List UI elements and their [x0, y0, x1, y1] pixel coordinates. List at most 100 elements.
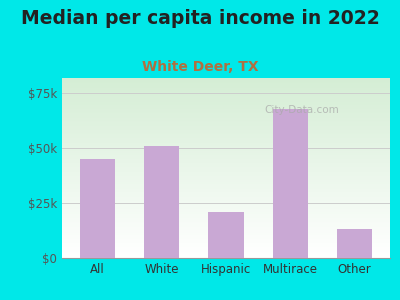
Bar: [62, 224, 390, 225]
Bar: [62, 225, 390, 226]
Bar: [62, 243, 390, 244]
Bar: [62, 168, 390, 169]
Bar: [62, 216, 390, 217]
Bar: [62, 221, 390, 222]
Bar: [62, 81, 390, 82]
Bar: [62, 237, 390, 238]
Bar: [62, 235, 390, 236]
Bar: [62, 181, 390, 182]
Bar: [62, 186, 390, 187]
Bar: [62, 135, 390, 136]
Bar: [62, 84, 390, 85]
Bar: [62, 175, 390, 176]
Bar: [62, 108, 390, 109]
Bar: [62, 164, 390, 165]
Bar: [62, 250, 390, 251]
Bar: [62, 174, 390, 175]
Bar: [62, 244, 390, 245]
Bar: [62, 222, 390, 223]
Bar: [62, 182, 390, 183]
Bar: [62, 146, 390, 147]
Bar: [62, 129, 390, 130]
Text: City-Data.com: City-Data.com: [264, 105, 339, 116]
Bar: [62, 169, 390, 170]
Bar: [62, 118, 390, 119]
Bar: [62, 170, 390, 171]
Bar: [62, 141, 390, 142]
Bar: [62, 90, 390, 91]
Bar: [62, 79, 390, 80]
Bar: [62, 80, 390, 81]
Bar: [62, 163, 390, 164]
Bar: [62, 100, 390, 101]
Bar: [62, 210, 390, 211]
Bar: [62, 125, 390, 126]
Bar: [62, 145, 390, 146]
Bar: [62, 242, 390, 243]
Bar: [62, 165, 390, 166]
Bar: [62, 236, 390, 237]
Bar: [62, 247, 390, 248]
Bar: [62, 97, 390, 98]
Bar: [62, 255, 390, 256]
Bar: [62, 214, 390, 215]
Bar: [62, 118, 390, 119]
Bar: [62, 117, 390, 118]
Bar: [62, 82, 390, 83]
Bar: [62, 219, 390, 220]
Bar: [62, 154, 390, 155]
Bar: [62, 179, 390, 180]
Bar: [62, 82, 390, 83]
Bar: [62, 254, 390, 255]
Bar: [62, 215, 390, 216]
Bar: [62, 198, 390, 199]
Bar: [62, 83, 390, 84]
Bar: [62, 150, 390, 151]
Bar: [62, 110, 390, 111]
Bar: [62, 162, 390, 163]
Bar: [62, 191, 390, 192]
Bar: [62, 86, 390, 87]
Bar: [62, 197, 390, 198]
Bar: [62, 131, 390, 132]
Bar: [62, 143, 390, 144]
Bar: [62, 234, 390, 235]
Bar: [337, 230, 372, 258]
Bar: [62, 223, 390, 224]
Bar: [62, 93, 390, 94]
Bar: [62, 233, 390, 234]
Bar: [62, 119, 390, 120]
Bar: [62, 157, 390, 158]
Bar: [62, 130, 390, 131]
Bar: [62, 217, 390, 218]
Text: Median per capita income in 2022: Median per capita income in 2022: [21, 9, 379, 28]
Bar: [62, 173, 390, 174]
Bar: [62, 190, 390, 191]
Bar: [62, 194, 390, 195]
Bar: [62, 185, 390, 186]
Bar: [62, 166, 390, 167]
Bar: [62, 112, 390, 113]
Bar: [62, 226, 390, 227]
Bar: [62, 176, 390, 177]
Bar: [62, 227, 390, 228]
Bar: [62, 209, 390, 210]
Bar: [62, 240, 390, 241]
Bar: [62, 205, 390, 206]
Bar: [62, 94, 390, 95]
Bar: [62, 114, 390, 115]
Bar: [62, 203, 390, 204]
Bar: [80, 159, 115, 258]
Bar: [62, 122, 390, 123]
Bar: [62, 183, 390, 184]
Bar: [62, 99, 390, 100]
Bar: [62, 189, 390, 190]
Bar: [208, 212, 244, 258]
Bar: [62, 132, 390, 133]
Bar: [62, 248, 390, 249]
Bar: [62, 96, 390, 97]
Bar: [62, 246, 390, 247]
Bar: [62, 85, 390, 86]
Bar: [62, 147, 390, 148]
Bar: [62, 208, 390, 209]
